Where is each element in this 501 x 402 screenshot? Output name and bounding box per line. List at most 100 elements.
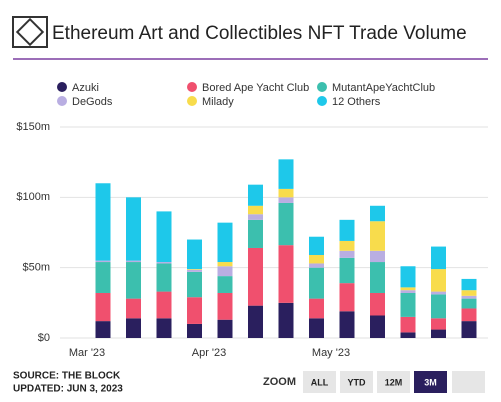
- legend-swatch: [317, 82, 327, 92]
- bar-segment: [431, 246, 446, 270]
- zoom-button[interactable]: 3M: [414, 371, 447, 393]
- bar-segment: [217, 222, 233, 263]
- bar-segment: [217, 262, 233, 267]
- zoom-button-bg: [340, 371, 373, 393]
- bar-segment: [156, 291, 172, 319]
- bar-segment: [95, 183, 111, 261]
- bar-segment: [126, 260, 141, 263]
- bar-segment: [431, 294, 446, 319]
- bar-segment: [309, 267, 324, 299]
- bar-segment: [400, 316, 416, 333]
- legend-swatch: [57, 82, 67, 92]
- bar-segment: [309, 298, 324, 319]
- bar-segment: [461, 321, 477, 338]
- bar-segment: [95, 321, 111, 338]
- legend-label: Azuki: [72, 82, 99, 94]
- zoom-button-label: YTD: [348, 377, 367, 387]
- y-tick-label: $0: [38, 332, 50, 344]
- legend-label: MutantApeYachtClub: [332, 82, 435, 94]
- bar-segment: [461, 278, 477, 291]
- zoom-label: ZOOM: [263, 376, 296, 388]
- bar-segment: [461, 295, 477, 299]
- bar-segment: [248, 205, 263, 215]
- bar-segment: [217, 266, 233, 277]
- zoom-buttons: ALL YTD 12M 3M: [303, 371, 485, 393]
- bar-segment: [370, 315, 385, 338]
- bar-segment: [370, 205, 385, 222]
- bar-segment: [309, 263, 324, 268]
- bar-segment: [309, 318, 324, 338]
- zoom-button-bg: [414, 371, 447, 393]
- bar-segment: [156, 262, 172, 264]
- bar-segment: [126, 197, 141, 261]
- x-tick-label: Mar '23: [69, 347, 105, 359]
- zoom-button[interactable]: 12M: [377, 371, 410, 393]
- zoom-button[interactable]: YTD: [340, 371, 373, 393]
- bar-segment: [126, 318, 141, 338]
- legend-swatch: [187, 96, 197, 106]
- legend-label: DeGods: [72, 96, 113, 108]
- bar-segment: [370, 250, 385, 263]
- bar-segment: [339, 219, 355, 241]
- bar-segment: [461, 308, 477, 322]
- bar-segment: [339, 240, 355, 251]
- bar-segment: [248, 184, 263, 206]
- bar-segment: [431, 269, 446, 292]
- bar-segment: [187, 239, 202, 270]
- bar-segment: [126, 298, 141, 319]
- bar-segment: [248, 247, 263, 306]
- bar-segment: [339, 283, 355, 312]
- bar-segment: [156, 211, 172, 263]
- bar-segment: [248, 305, 263, 338]
- bar-segment: [339, 250, 355, 258]
- bar-segment: [370, 221, 385, 251]
- bar-segment: [217, 292, 233, 320]
- zoom-button[interactable]: ALL: [303, 371, 336, 393]
- bar-segment: [400, 332, 416, 338]
- legend-label: Bored Ape Yacht Club: [202, 82, 309, 94]
- zoom-button-label: 12M: [385, 377, 403, 387]
- bar-segment: [339, 311, 355, 338]
- bar-segment: [278, 159, 294, 189]
- bar-segment: [431, 329, 446, 338]
- zoom-button-label: 3M: [424, 377, 437, 387]
- bar-segment: [187, 271, 202, 298]
- zoom-button[interactable]: [452, 371, 485, 393]
- bar-segment: [278, 302, 294, 338]
- legend-swatch: [317, 96, 327, 106]
- source: SOURCE: THE BLOCK: [13, 371, 121, 382]
- legend-swatch: [57, 96, 67, 106]
- legend-label: 12 Others: [332, 96, 381, 108]
- zoom-button-bg: [377, 371, 410, 393]
- bar-segment: [248, 219, 263, 248]
- bar-segment: [278, 188, 294, 198]
- x-tick-label: May '23: [312, 347, 350, 359]
- bar-segment: [217, 276, 233, 293]
- zoom-button-bg: [303, 371, 336, 393]
- bar-segment: [248, 214, 263, 220]
- bar-segment: [187, 323, 202, 338]
- bar-segment: [187, 297, 202, 324]
- bar-segment: [126, 262, 141, 299]
- bar-segment: [309, 255, 324, 264]
- bar-segment: [431, 318, 446, 330]
- bar-segment: [400, 292, 416, 317]
- y-tick-label: $100m: [16, 191, 50, 203]
- chart-title: Ethereum Art and Collectibles NFT Trade …: [52, 23, 467, 44]
- x-tick-label: Apr '23: [192, 347, 227, 359]
- bar-segment: [400, 287, 416, 291]
- bar-segment: [370, 292, 385, 316]
- bar-segment: [400, 290, 416, 293]
- bar-segment: [431, 291, 446, 295]
- legend-swatch: [187, 82, 197, 92]
- bar-segment: [278, 202, 294, 246]
- bar-segment: [400, 266, 416, 288]
- bar-segment: [156, 318, 172, 338]
- y-tick-label: $50m: [22, 262, 50, 274]
- bar-segment: [95, 292, 111, 322]
- logo-icon: [12, 16, 48, 48]
- bar-segment: [461, 290, 477, 296]
- bar-segment: [187, 269, 202, 272]
- bar-segment: [370, 262, 385, 293]
- bar-segment: [461, 298, 477, 309]
